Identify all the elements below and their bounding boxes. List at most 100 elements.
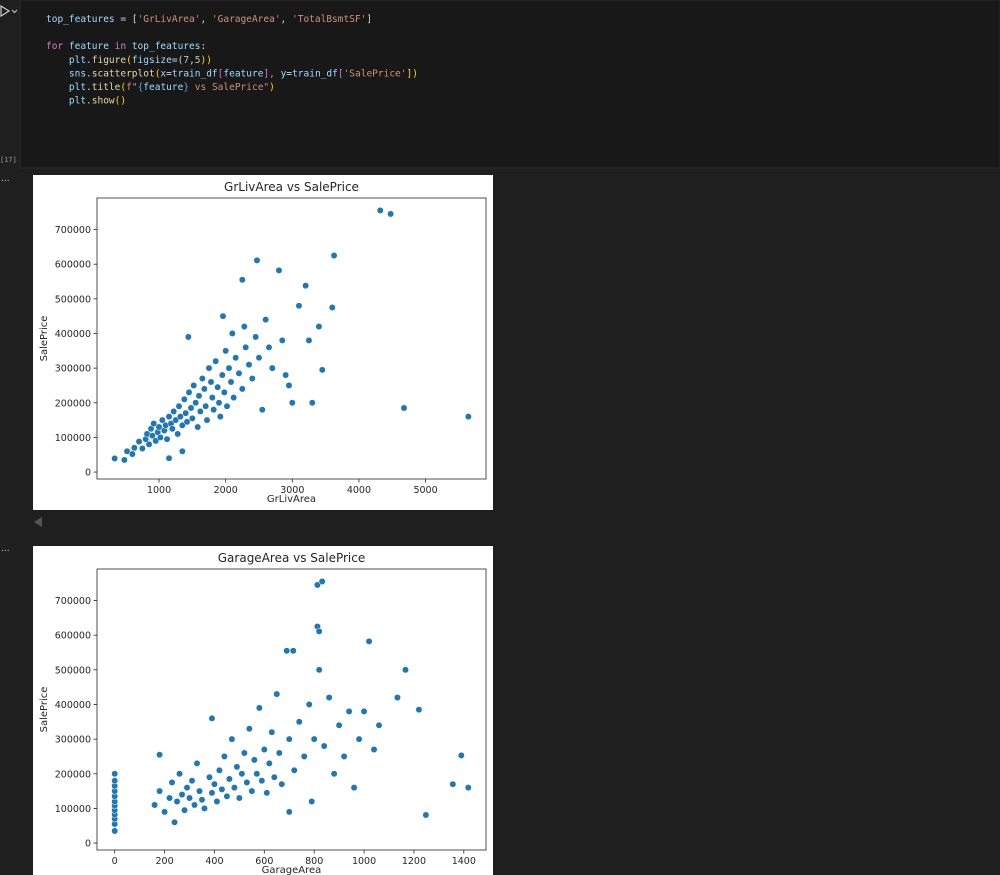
scatter-point <box>394 694 401 701</box>
scatter-point <box>178 447 186 455</box>
scatter-point <box>191 801 198 809</box>
scatter-point <box>285 808 293 816</box>
scatter-point <box>128 450 136 458</box>
scatter-point <box>195 392 203 400</box>
x-tick-label: 2000 <box>214 485 238 496</box>
scatter-point <box>273 690 281 698</box>
scatter-point <box>233 763 241 771</box>
scroll-arrow[interactable] <box>34 517 42 527</box>
code-token: sns. <box>46 68 92 79</box>
scatter-point <box>185 388 193 396</box>
figure-background <box>33 175 493 510</box>
run-icon[interactable] <box>0 4 11 18</box>
scatter-point <box>268 728 276 736</box>
scatter-point <box>170 407 178 415</box>
code-token: : <box>200 41 206 52</box>
code-token: 'GarageArea' <box>212 14 281 25</box>
scatter-point <box>422 811 430 819</box>
scatter-point <box>365 637 373 645</box>
scatter-point <box>135 438 143 446</box>
scatter-point <box>315 323 323 330</box>
scatter-point <box>230 394 238 402</box>
code-line: plt.figure(figsize=(7,5)) <box>46 55 212 66</box>
code-token: )) <box>201 55 212 66</box>
scatter-point <box>238 276 246 284</box>
scatter-point <box>208 714 216 722</box>
scatter-point <box>315 666 323 674</box>
x-tick-label: 800 <box>305 856 323 867</box>
x-tick-label: 1200 <box>402 856 426 867</box>
scatter-point <box>111 770 119 778</box>
scatter-point <box>248 787 256 795</box>
y-tick-label: 0 <box>85 468 91 479</box>
y-tick-label: 600000 <box>55 631 91 642</box>
scatter-point <box>282 371 290 379</box>
scatter-point <box>376 207 384 214</box>
scatter-point <box>258 777 266 785</box>
output-marker[interactable]: ... <box>1 544 10 554</box>
scatter-point <box>148 432 156 440</box>
code-token: figure <box>92 55 127 66</box>
scatter-point <box>260 746 268 753</box>
code-token: , <box>281 14 292 25</box>
x-tick-label: 0 <box>112 856 118 867</box>
scatter-point <box>138 445 146 452</box>
scatter-point <box>253 770 261 778</box>
scatter-point <box>207 378 215 386</box>
code-token: { <box>138 82 144 93</box>
code-editor[interactable]: top_features = ['GrLivArea', 'GarageArea… <box>46 14 418 107</box>
scatter-point <box>295 718 303 726</box>
code-token: feature <box>223 68 263 79</box>
scatter-point <box>415 706 423 714</box>
scatter-point <box>203 416 211 424</box>
code-token: top_features <box>126 41 200 52</box>
scatter-point <box>216 413 224 421</box>
scatter-point <box>242 343 250 351</box>
code-token: feature <box>63 41 114 52</box>
scatter-point <box>220 752 228 760</box>
scatter-point <box>370 746 378 753</box>
scatter-point <box>208 394 216 402</box>
chart-title: GrLivArea vs SalePrice <box>224 180 359 194</box>
code-token: } <box>183 82 189 93</box>
y-tick-label: 600000 <box>55 260 91 271</box>
scatter-point <box>330 770 338 778</box>
scatter-point <box>181 806 188 814</box>
y-tick-label: 0 <box>85 839 91 850</box>
run-menu-chevron[interactable] <box>11 9 18 14</box>
code-token: train_df <box>292 68 338 79</box>
scatter-point <box>232 354 240 362</box>
x-tick-label: 1000 <box>352 856 376 867</box>
scatter-point <box>205 364 213 372</box>
code-token: , <box>189 55 195 66</box>
scatter-point <box>285 735 293 743</box>
scatter-point <box>350 784 358 792</box>
scatter-point <box>313 581 321 589</box>
scatter-point <box>235 794 243 802</box>
scatter-point <box>220 388 228 396</box>
scatter-point <box>285 381 293 389</box>
scatter-point <box>168 778 176 786</box>
scatter-point <box>215 399 223 407</box>
code-token: for <box>46 41 63 52</box>
scatter-point <box>235 369 243 377</box>
scatter-point <box>183 418 191 426</box>
scatter-point <box>227 378 235 386</box>
scatter-point <box>213 798 221 805</box>
run-button[interactable] <box>0 4 18 18</box>
scatter-point <box>155 423 163 431</box>
code-token: train_df <box>172 68 218 79</box>
scatter-point <box>330 252 338 259</box>
scatter-point <box>156 751 164 759</box>
scatter-point <box>192 399 200 407</box>
scatter-point <box>166 794 174 802</box>
scatter-point <box>328 304 336 311</box>
scatter-point <box>290 766 298 774</box>
scatter-point <box>123 447 131 455</box>
output-marker[interactable]: ... <box>1 174 10 184</box>
code-token: vs SalePrice" <box>189 82 269 93</box>
scatter-point <box>198 375 206 382</box>
scatter-point <box>302 282 310 290</box>
scatter-point <box>176 770 183 778</box>
